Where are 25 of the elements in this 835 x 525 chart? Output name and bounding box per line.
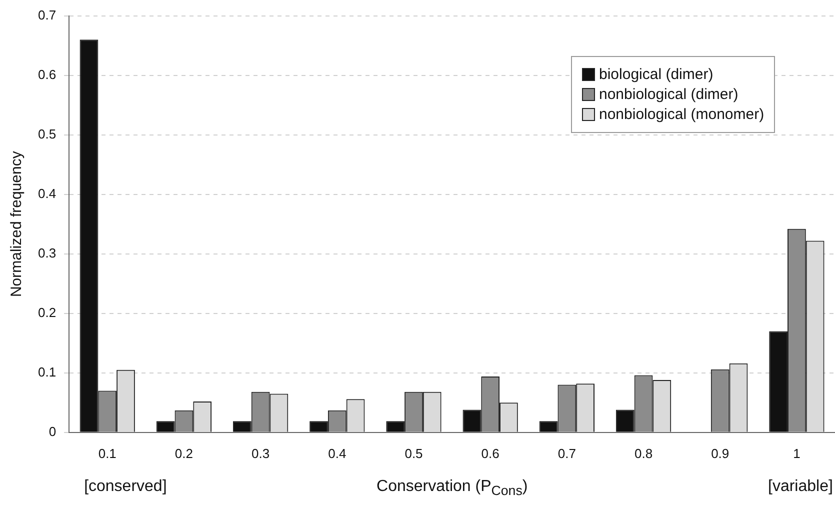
y-tick-label: 0: [48, 424, 56, 439]
y-tick-label: 0.4: [38, 186, 56, 201]
x-tick-label: 0.1: [98, 446, 116, 461]
text: [variable]: [768, 478, 833, 496]
legend-label: nonbiological (dimer): [599, 86, 738, 103]
y-tick-label: 0.1: [38, 364, 56, 380]
legend-label: biological (dimer): [599, 66, 714, 83]
y-tick-label: 0.7: [38, 7, 56, 22]
x-tick-label: 0.3: [252, 446, 270, 461]
y-tick-label: 0.2: [38, 304, 56, 320]
x-axis-title: Conservation (P$_{Cons}$): [376, 478, 528, 498]
x-tick-label: 0.6: [481, 446, 500, 461]
y-tick-label: 0.5: [38, 126, 56, 142]
legend-label: nonbiological (monomer): [599, 106, 764, 123]
x-tick-label: 0.9: [711, 446, 730, 461]
x-tick-label: 0.8: [634, 446, 653, 461]
y-axis-title: Normalized frequency: [8, 150, 26, 298]
x-tick-label: 0.7: [558, 446, 576, 461]
x-tick-label: 0.4: [328, 446, 346, 461]
x-tick-label: 1: [793, 446, 800, 461]
y-tick-label: 0.3: [38, 245, 56, 260]
y-tick-label: 0.6: [38, 66, 56, 82]
x-tick-label: 0.5: [404, 446, 423, 461]
x-tick-label: 0.2: [174, 446, 193, 461]
text: [conserved]: [84, 478, 167, 496]
